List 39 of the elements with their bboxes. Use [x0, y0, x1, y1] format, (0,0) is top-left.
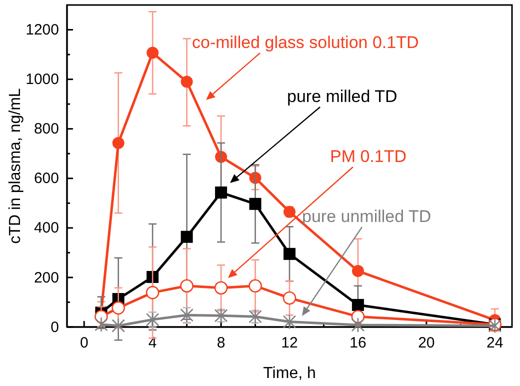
point [214, 281, 228, 295]
x-tick-label: 12 [281, 334, 298, 352]
point [112, 301, 125, 315]
point [146, 270, 159, 283]
x-tick-label: 0 [80, 334, 88, 352]
point [284, 248, 296, 260]
point [94, 316, 108, 332]
point [180, 230, 193, 243]
point [249, 198, 262, 210]
x-tick-label: 8 [216, 334, 226, 352]
point [180, 279, 194, 293]
annotation: PM 0.1TD [330, 147, 407, 166]
point [112, 318, 125, 334]
x-tick-label: 16 [350, 334, 366, 352]
annotation: pure unmilled TD [302, 207, 432, 226]
x-tick-label: 20 [418, 334, 435, 352]
point [352, 298, 364, 311]
y-tick-label: 200 [34, 269, 59, 286]
y-tick-label: 800 [34, 120, 59, 138]
x-tick-label: 24 [486, 334, 504, 352]
annotation: co-milled glass solution 0.1TD [192, 33, 419, 52]
annotation: pure milled TD [287, 87, 398, 106]
point [112, 136, 124, 149]
y-tick-label: 600 [34, 170, 59, 188]
point [282, 314, 296, 330]
point [248, 279, 262, 293]
point [352, 265, 364, 278]
y-tick-label: 400 [34, 220, 59, 237]
point [146, 46, 159, 59]
point [282, 291, 296, 305]
y-tick-label: 1200 [26, 22, 59, 39]
y-axis-title: cTD in plasma, ng/mL [7, 88, 24, 244]
point [215, 186, 228, 199]
y-tick-label: 1000 [26, 71, 59, 88]
y-tick-label: 0 [50, 318, 59, 336]
point [146, 286, 160, 300]
point [351, 317, 365, 333]
point [180, 76, 193, 88]
x-axis-title: Time, h [263, 365, 316, 382]
